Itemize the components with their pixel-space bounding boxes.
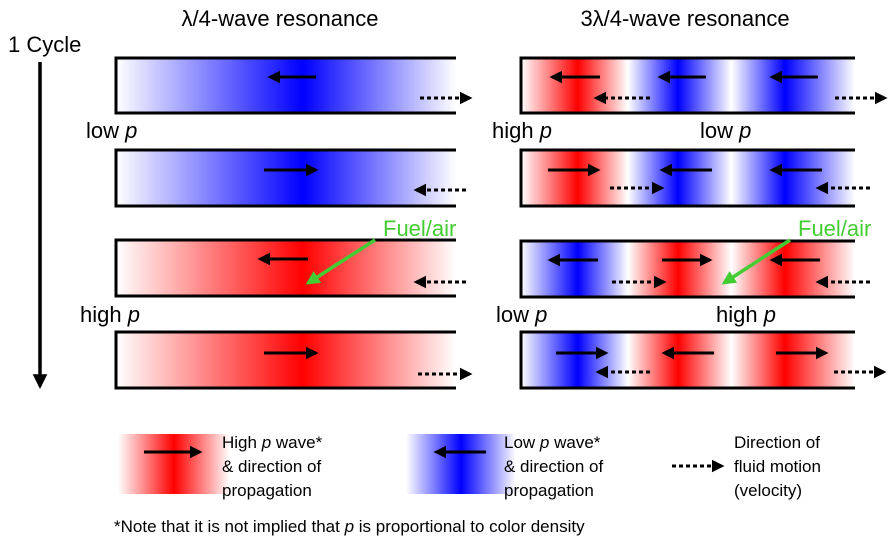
- fuel-air-label-right: Fuel/air: [798, 216, 871, 241]
- right-high-p-label-top: high p: [492, 118, 552, 143]
- legend-high-text-3: propagation: [222, 481, 312, 500]
- fuel-air-label-left: Fuel/air: [383, 216, 456, 241]
- right-high-p-label-bottom: high p: [716, 302, 776, 327]
- right-tube-1: [519, 56, 888, 115]
- legend-high-swatch: [118, 434, 230, 494]
- legend-low-text-3: propagation: [504, 481, 594, 500]
- left-tube-1: [114, 56, 473, 115]
- legend-velocity: Direction of fluid motion (velocity): [672, 433, 821, 500]
- left-tube-4: [114, 330, 473, 390]
- legend-high-p: High p wave* & direction of propagation: [118, 433, 323, 500]
- right-tube-4: [519, 330, 887, 390]
- left-tube-3: [114, 238, 466, 298]
- legend-low-swatch: [406, 434, 516, 494]
- fuel-air-arrow-left: [305, 238, 376, 285]
- legend-low-text-1: Low p wave*: [504, 433, 601, 452]
- cycle-label: 1 Cycle: [8, 32, 81, 57]
- legend-velocity-text-3: (velocity): [734, 481, 802, 500]
- right-tube-2: [519, 148, 870, 208]
- right-low-p-label-bottom: low p: [496, 302, 547, 327]
- left-low-p-label: low p: [86, 118, 137, 143]
- left-tube-2: [114, 148, 466, 208]
- legend-high-text-2: & direction of: [222, 457, 321, 476]
- title-three-quarter-wave: 3λ/4-wave resonance: [580, 6, 789, 31]
- legend-high-text-1: High p wave*: [222, 433, 323, 452]
- legend-low-p: Low p wave* & direction of propagation: [406, 433, 603, 500]
- title-quarter-wave: λ/4-wave resonance: [182, 6, 379, 31]
- legend-velocity-text-2: fluid motion: [734, 457, 821, 476]
- right-tube-3: [519, 239, 870, 299]
- legend-velocity-text-1: Direction of: [734, 433, 820, 452]
- right-low-p-label-top: low p: [700, 118, 751, 143]
- legend-low-text-2: & direction of: [504, 457, 603, 476]
- left-high-p-label: high p: [80, 302, 140, 327]
- footnote: *Note that it is not implied that p is p…: [114, 517, 585, 536]
- fuel-air-arrow-right: [721, 238, 791, 285]
